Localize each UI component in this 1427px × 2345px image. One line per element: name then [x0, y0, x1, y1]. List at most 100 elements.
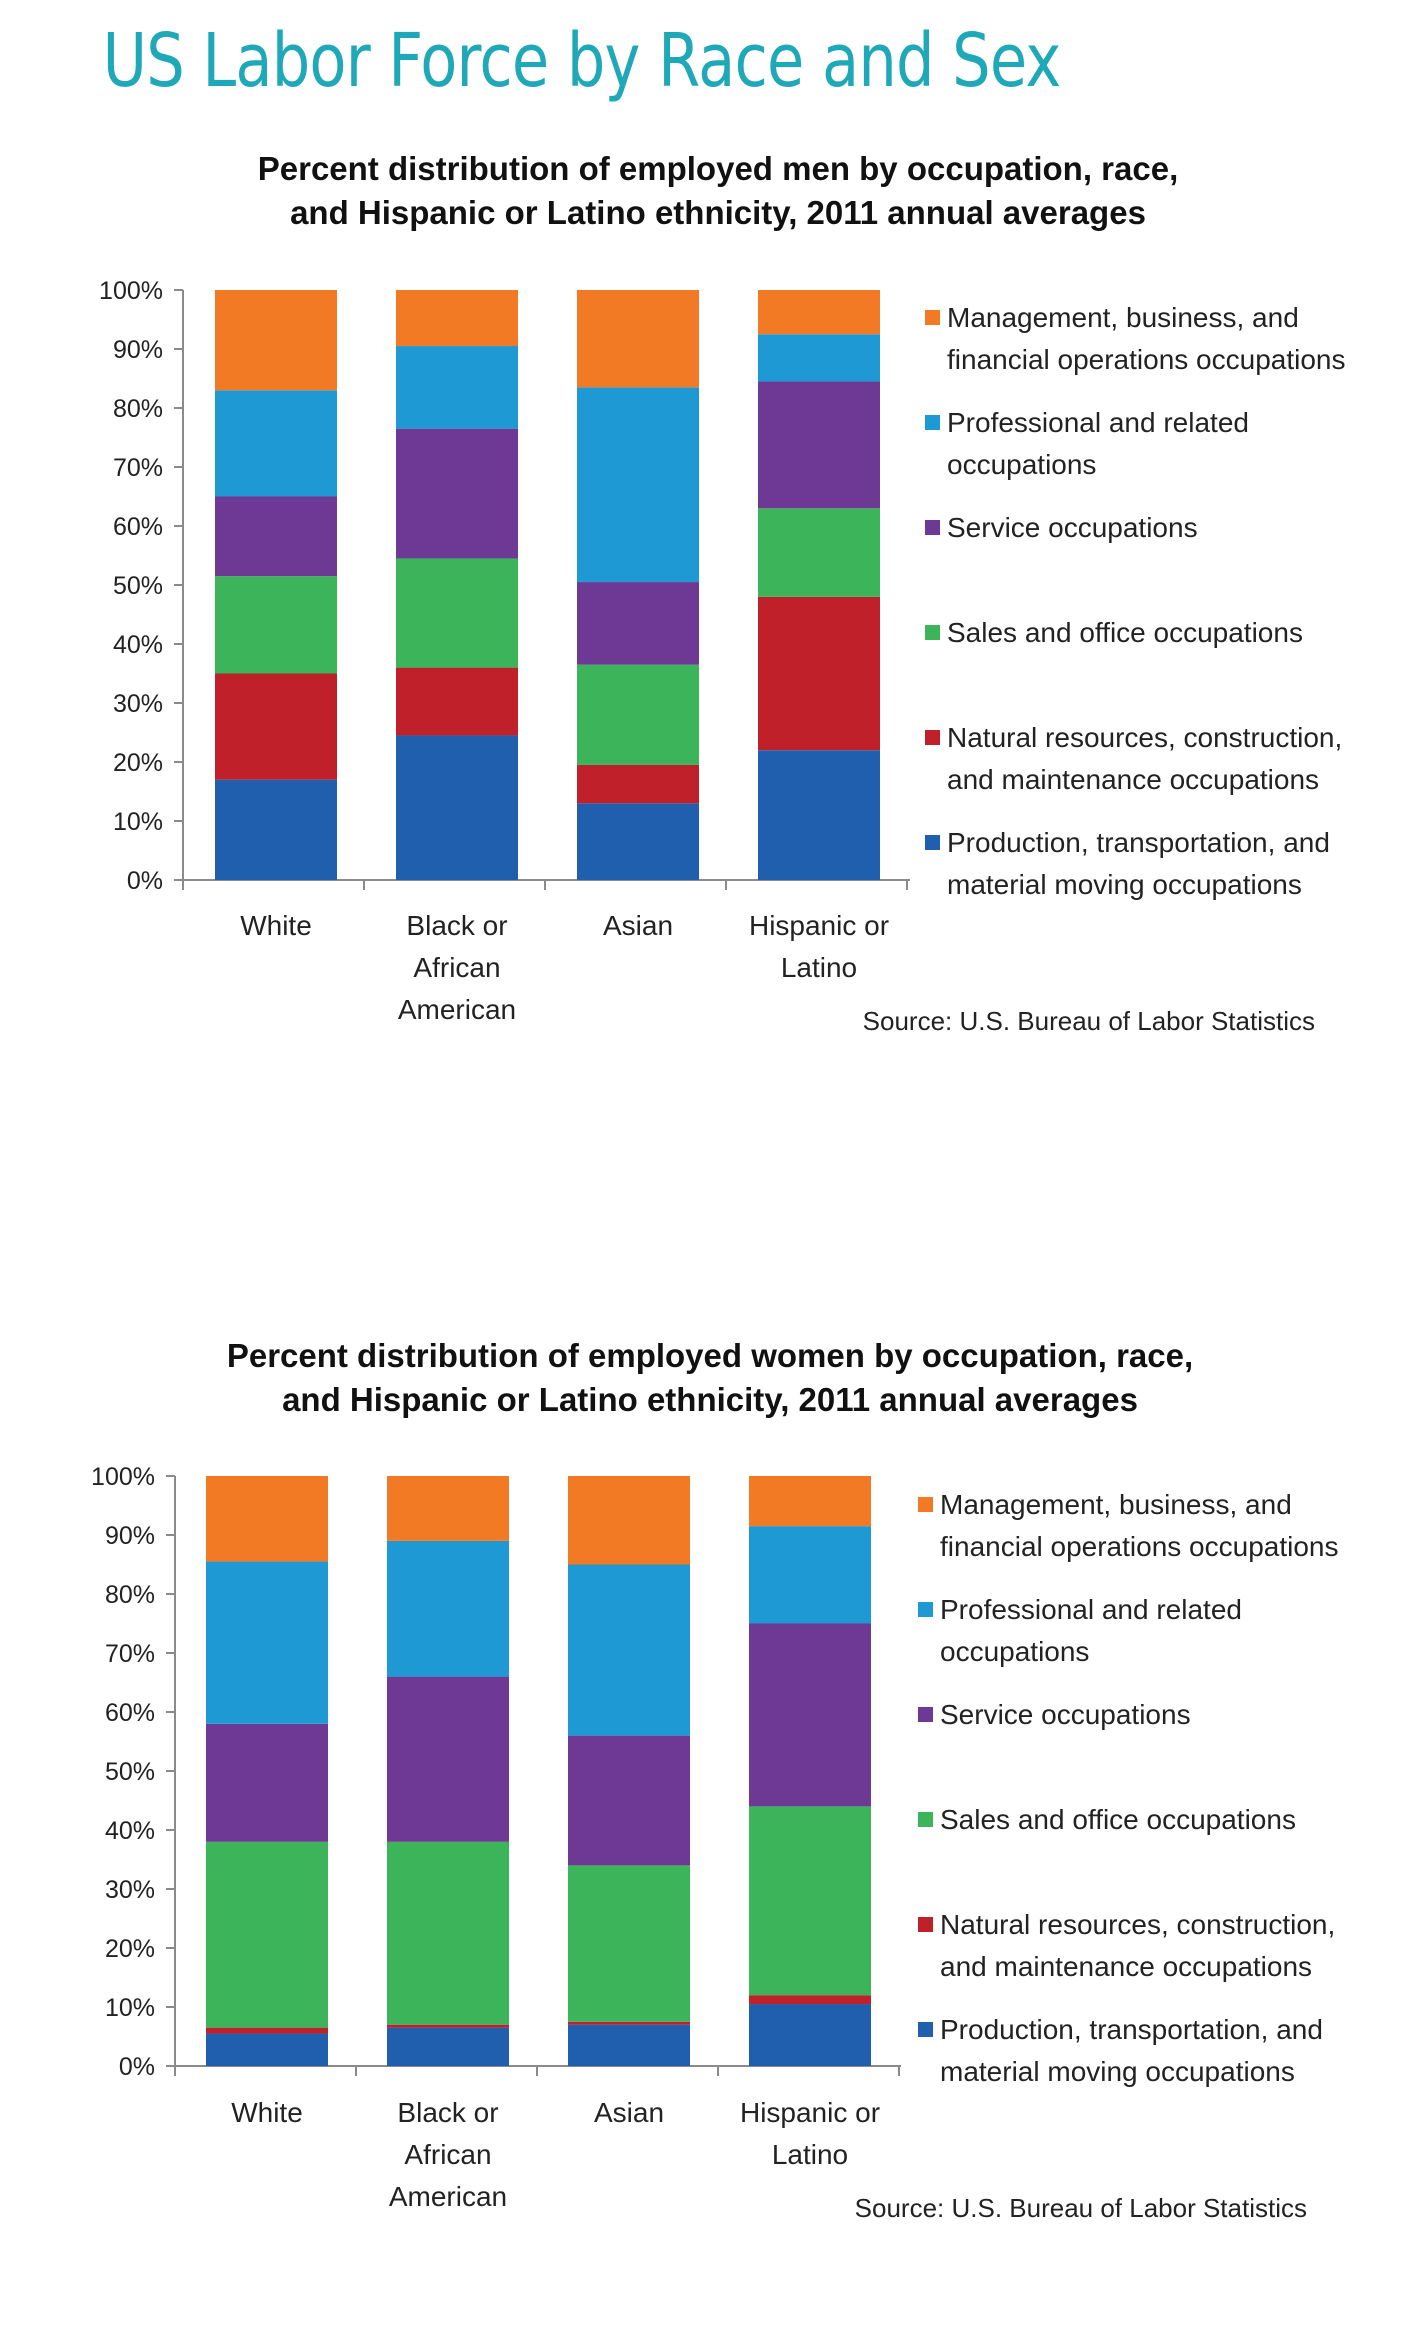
chart-title-line: Percent distribution of employed men by … [258, 150, 1179, 187]
bar-segment [387, 1841, 509, 2025]
bar-segment [577, 803, 699, 880]
y-tick-label: 100% [99, 277, 163, 305]
bar-segment [758, 750, 880, 880]
x-category-label: Latino [772, 2139, 848, 2170]
legend-label: Sales and office occupations [940, 1804, 1296, 1835]
bar-segment [568, 1476, 690, 1565]
legend-label: Professional and related [940, 1594, 1242, 1625]
women-chart-svg: Percent distribution of employed women b… [91, 1337, 1338, 2223]
y-tick-label: 100% [91, 1463, 155, 1491]
x-category-label: Asian [594, 2097, 664, 2128]
legend-label: Natural resources, construction, [947, 722, 1342, 753]
legend-swatch [918, 1707, 933, 1722]
bar-segment [396, 735, 518, 880]
y-tick-label: 60% [113, 513, 163, 541]
legend-swatch [925, 310, 940, 325]
y-tick-label: 30% [113, 690, 163, 718]
men-chart-svg: Percent distribution of employed men by … [99, 150, 1345, 1036]
x-category-label: Latino [781, 952, 857, 983]
y-tick-label: 80% [113, 395, 163, 423]
bar-segment [758, 290, 880, 335]
y-tick-label: 50% [113, 572, 163, 600]
bar-segment [215, 673, 337, 780]
legend-label: Management, business, and [947, 302, 1299, 333]
bar-segment [577, 582, 699, 665]
y-tick-label: 70% [113, 454, 163, 482]
bar-segment [749, 1476, 871, 1527]
bar-segment [396, 558, 518, 668]
legend-swatch [925, 835, 940, 850]
bar-segment [387, 1476, 509, 1541]
legend-label: occupations [940, 1636, 1089, 1667]
bar-segment [568, 1865, 690, 2022]
bar-segment [396, 667, 518, 736]
bar-segment [758, 381, 880, 509]
legend-label: and maintenance occupations [947, 764, 1319, 795]
legend-label: Service occupations [940, 1699, 1191, 1730]
y-tick-label: 20% [105, 1935, 155, 1963]
y-tick-label: 40% [113, 631, 163, 659]
bar-segment [396, 428, 518, 559]
x-category-label: Black or [397, 2097, 498, 2128]
bar-segment [396, 346, 518, 429]
legend-label: financial operations occupations [940, 1531, 1338, 1562]
y-tick-label: 50% [105, 1758, 155, 1786]
bar-segment [749, 1806, 871, 1996]
x-category-label: American [389, 2181, 507, 2212]
y-tick-label: 20% [113, 749, 163, 777]
bar-segment [387, 2027, 509, 2066]
y-tick-label: 90% [105, 1522, 155, 1550]
legend-label: Service occupations [947, 512, 1198, 543]
legend-label: Natural resources, construction, [940, 1909, 1335, 1940]
chart-title-line: and Hispanic or Latino ethnicity, 2011 a… [282, 1381, 1138, 1418]
legend-label: and maintenance occupations [940, 1951, 1312, 1982]
legend-label: Professional and related [947, 407, 1249, 438]
x-category-label: White [231, 2097, 303, 2128]
bar-segment [206, 1476, 328, 1562]
y-tick-label: 10% [113, 808, 163, 836]
y-tick-label: 90% [113, 336, 163, 364]
bar-segment [206, 2027, 328, 2034]
bar-segment [758, 596, 880, 751]
bar-segment [568, 2024, 690, 2066]
legend-swatch [918, 1497, 933, 1512]
x-category-label: White [240, 910, 312, 941]
x-category-label: Hispanic or [740, 2097, 880, 2128]
bar-segment [206, 2033, 328, 2066]
bar-segment [577, 764, 699, 804]
bar-segment [215, 779, 337, 880]
legend-swatch [918, 2022, 933, 2037]
chart-title-line: Percent distribution of employed women b… [227, 1337, 1193, 1374]
bar-segment [577, 664, 699, 765]
bar-segment [215, 496, 337, 577]
men-chart: Percent distribution of employed men by … [0, 130, 1427, 1060]
y-tick-label: 30% [105, 1876, 155, 1904]
women-chart: Percent distribution of employed women b… [0, 1322, 1427, 2252]
bar-segment [758, 508, 880, 597]
legend-label: Management, business, and [940, 1489, 1292, 1520]
x-category-label: African [413, 952, 500, 983]
y-tick-label: 40% [105, 1817, 155, 1845]
legend-swatch [925, 520, 940, 535]
legend-swatch [918, 1602, 933, 1617]
y-tick-label: 70% [105, 1640, 155, 1668]
source-note: Source: U.S. Bureau of Labor Statistics [855, 2193, 1307, 2223]
legend-label: occupations [947, 449, 1096, 480]
y-tick-label: 60% [105, 1699, 155, 1727]
y-tick-label: 10% [105, 1994, 155, 2022]
bar-segment [749, 1623, 871, 1807]
legend-label: Production, transportation, and [947, 827, 1330, 858]
legend-label: material moving occupations [947, 869, 1302, 900]
bar-segment [387, 2024, 509, 2028]
bar-segment [577, 387, 699, 583]
y-tick-label: 80% [105, 1581, 155, 1609]
bar-segment [749, 1995, 871, 2005]
legend-swatch [918, 1917, 933, 1932]
bar-segment [206, 1723, 328, 1842]
bar-segment [758, 334, 880, 382]
bar-segment [215, 290, 337, 391]
legend-label: Production, transportation, and [940, 2014, 1323, 2045]
bar-segment [215, 390, 337, 497]
bar-segment [749, 1526, 871, 1624]
bar-segment [568, 1735, 690, 1866]
